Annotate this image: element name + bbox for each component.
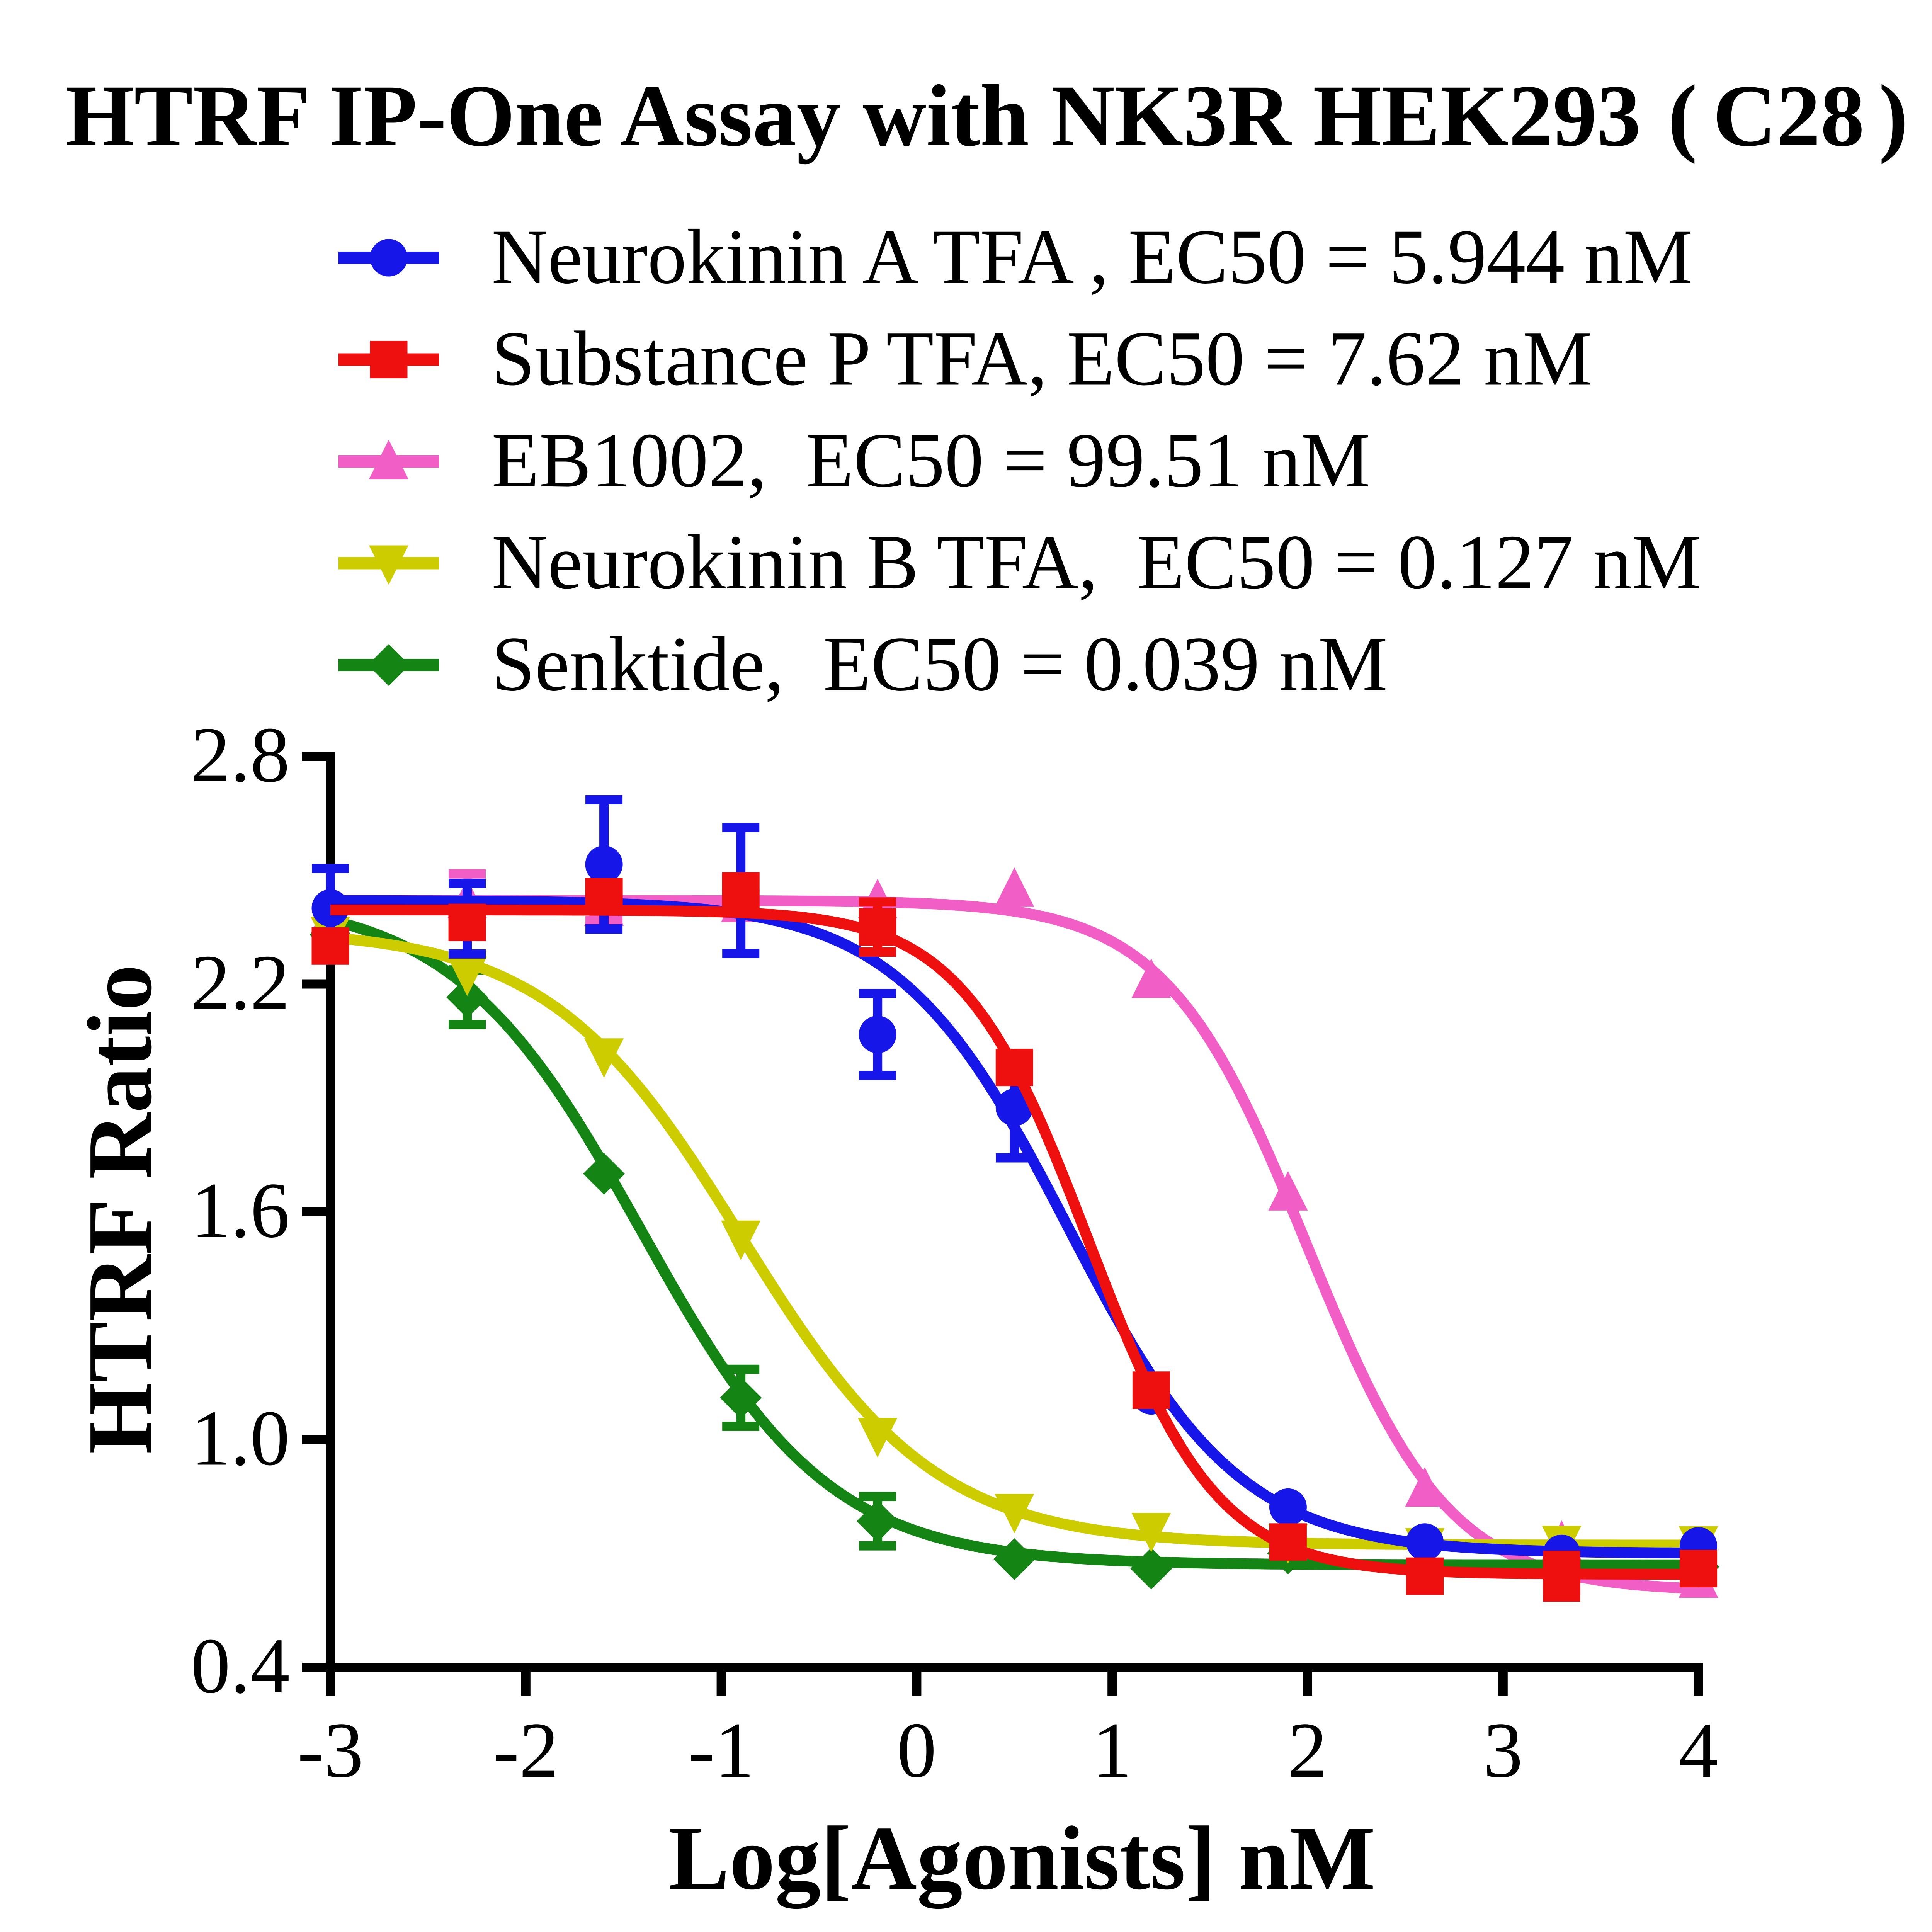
svg-text:2: 2	[1288, 1706, 1328, 1794]
svg-text:HTRF IP-One Assay with NK3R HE: HTRF IP-One Assay with NK3R HEK293(C28)	[66, 67, 1908, 165]
svg-text:0.4: 0.4	[191, 1622, 290, 1710]
svg-text:-1: -1	[688, 1706, 754, 1794]
svg-text:2.8: 2.8	[191, 711, 290, 799]
svg-text:Neurokinin A TFA , EC50 = 5.94: Neurokinin A TFA , EC50 = 5.944 nM	[492, 213, 1693, 300]
svg-text:1.0: 1.0	[191, 1395, 290, 1482]
svg-text:0: 0	[897, 1706, 937, 1794]
svg-text:2.2: 2.2	[191, 939, 290, 1027]
svg-text:EB1002, EC50 = 99.51 nM: EB1002, EC50 = 99.51 nM	[492, 417, 1370, 503]
svg-text:Log[Agonists] nM: Log[Agonists] nM	[668, 1808, 1375, 1909]
svg-text:-2: -2	[493, 1706, 559, 1794]
svg-text:4: 4	[1679, 1706, 1718, 1794]
svg-text:HTRF Ratio: HTRF Ratio	[69, 964, 171, 1454]
svg-text:Senktide, EC50 = 0.039 nM: Senktide, EC50 = 0.039 nM	[492, 621, 1388, 707]
svg-text:Neurokinin B TFA, EC50 = 0.12: Neurokinin B TFA, EC50 = 0.127 nM	[492, 519, 1701, 605]
svg-text:3: 3	[1483, 1706, 1523, 1794]
svg-text:1.6: 1.6	[191, 1167, 290, 1254]
svg-text:1: 1	[1092, 1706, 1132, 1794]
svg-text:Substance P TFA, EC50 = 7.62 n: Substance P TFA, EC50 = 7.62 nM	[492, 315, 1592, 402]
svg-text:-3: -3	[298, 1706, 364, 1794]
